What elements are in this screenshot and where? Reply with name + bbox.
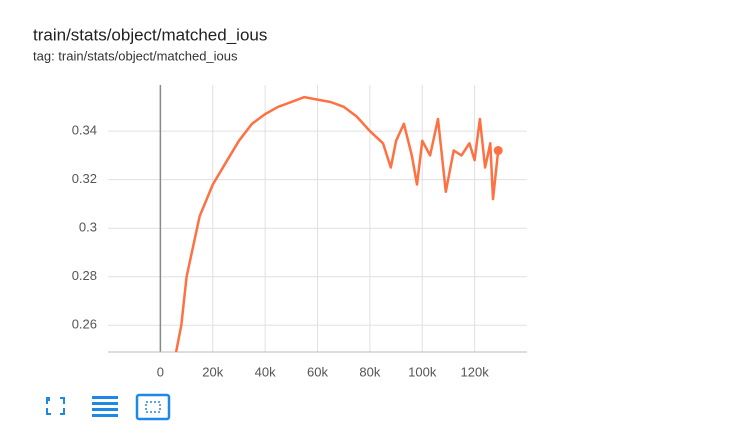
x-tick-label: 100k xyxy=(408,364,437,379)
x-tick-label: 60k xyxy=(307,364,328,379)
y-tick-label: 0.3 xyxy=(79,220,97,235)
chart-title: train/stats/object/matched_ious xyxy=(33,25,267,44)
y-tick-label: 0.26 xyxy=(72,317,97,332)
y-tick-label: 0.34 xyxy=(72,123,97,138)
legend-toggle-icon[interactable] xyxy=(92,396,118,417)
x-tick-label: 20k xyxy=(202,364,223,379)
last-point xyxy=(493,146,503,156)
data-line xyxy=(174,95,500,353)
chart-subtitle: tag: train/stats/object/matched_ious xyxy=(33,48,238,63)
y-tick-label: 0.32 xyxy=(72,171,97,186)
x-tick-label: 40k xyxy=(255,364,276,379)
fullscreen-icon[interactable] xyxy=(46,397,65,415)
fit-domain-icon[interactable] xyxy=(135,393,171,421)
y-tick-label: 0.28 xyxy=(72,268,97,283)
x-tick-label: 0 xyxy=(157,364,164,379)
x-tick-label: 120k xyxy=(461,364,490,379)
x-tick-label: 80k xyxy=(359,364,380,379)
